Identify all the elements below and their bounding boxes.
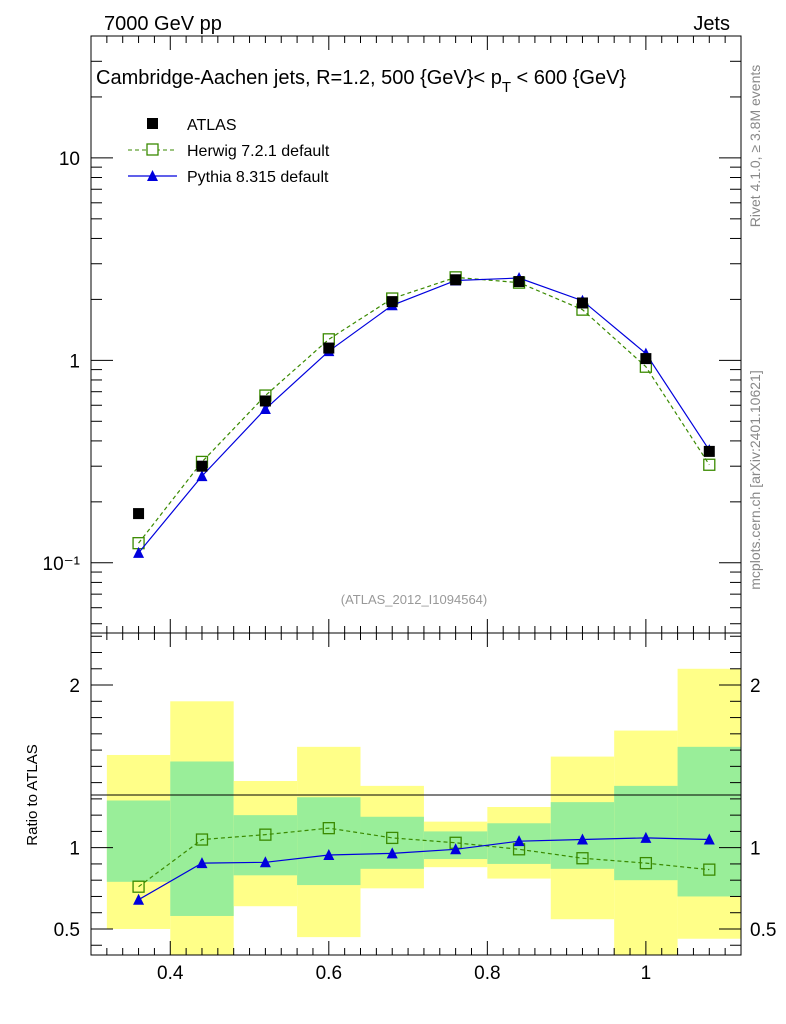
ratio-pythia-point [259,856,271,868]
ratio-herwig-point [259,828,272,841]
ratio-herwig-point [322,822,335,835]
ratio-pythia-point [703,833,715,845]
x-tick-label: 1 [641,963,652,984]
ratio-pythia-point [513,835,525,847]
main-pythia-point [196,470,208,482]
main-atlas-point [386,296,398,308]
uncertainty-bands [106,668,741,955]
ratio-y-tick-label-right: 2 [750,676,761,697]
main-atlas-point [703,445,715,457]
legend-pythia-label: Pythia 8.315 default [187,169,329,186]
y-tick-label: 1 [69,351,80,372]
observable-label: Jets [693,13,730,35]
analysis-watermark: (ATLAS_2012_I1094564) [341,592,487,607]
ratio-ylabel: Ratio to ATLAS [24,744,41,845]
main-pythia-line [138,277,710,554]
x-tick-label: 0.6 [316,963,342,984]
ratio-herwig-point [703,863,716,876]
ratio-pythia-line [138,837,710,901]
x-tick-label: 0.4 [157,963,184,984]
ratio-pythia-point [323,848,335,860]
ratio-herwig-point [576,852,589,865]
ratio-herwig-point [639,856,653,870]
ratio-pythia-point [133,893,145,905]
ratio-herwig-point [195,833,209,846]
band-inner-bin [297,797,361,886]
main-atlas-point [450,274,462,286]
ratio-y-tick-label-right: 1 [750,839,761,860]
ratio-y-tick-label: 2 [69,676,80,697]
main-atlas-point [196,460,208,472]
main-pythia-point [259,402,271,414]
ratio-y-tick-label-right: 0.5 [750,920,776,941]
y-tick-label: 10⁻¹ [43,554,81,575]
legend-atlas-label: ATLAS [187,117,237,134]
ratio-herwig-line [138,827,710,888]
legend-atlas-marker [147,118,158,129]
main-atlas-point [513,276,525,288]
legend-pythia-marker [147,170,158,181]
ratio-pythia-point [386,847,398,859]
y-tick-label: 10 [59,149,80,170]
x-tick-label: 0.8 [474,963,500,984]
band-inner-bin [106,800,171,882]
process-label: 7000 GeV pp [104,13,222,35]
data-series [132,271,716,905]
main-atlas-point [133,508,145,520]
band-inner-bin [677,746,741,897]
legend-herwig-marker [146,143,159,156]
ratio-pythia-point [450,843,462,855]
ratio-pythia-point [640,831,652,843]
legend-herwig-label: Herwig 7.2.1 default [187,143,330,160]
main-herwig-line [138,276,710,544]
ratio-pythia-point [576,833,588,845]
axis-ticks: 0.4 0.6 0.8 1 10 1 10⁻¹ 2 2 1 1 0.5 0.5 [43,35,776,984]
main-atlas-point [259,395,271,407]
ratio-y-tick-label: 1 [69,839,80,860]
ratio-panel [90,632,742,956]
ratio-frame [90,632,742,956]
main-atlas-point [576,297,588,309]
main-herwig-point [703,458,716,471]
ratio-pythia-point [196,857,208,869]
side-text-rivet: Rivet 4.1.0, ≥ 3.8M events [747,65,763,228]
chart-title: Cambridge-Aachen jets, R=1.2, 500 {GeV}<… [96,67,626,96]
main-atlas-point [640,353,652,365]
side-text-mcplots: mcplots.cern.ch [arXiv:2401.10621] [747,370,763,589]
ratio-y-tick-label: 0.5 [54,920,80,941]
legend: ATLAS Herwig 7.2.1 default Pythia 8.315 … [128,117,330,186]
ratio-herwig-point [386,831,399,845]
ratio-herwig-point [132,880,145,893]
band-inner-bin [170,761,234,916]
main-atlas-point [323,342,335,354]
main-pythia-point [133,546,145,558]
